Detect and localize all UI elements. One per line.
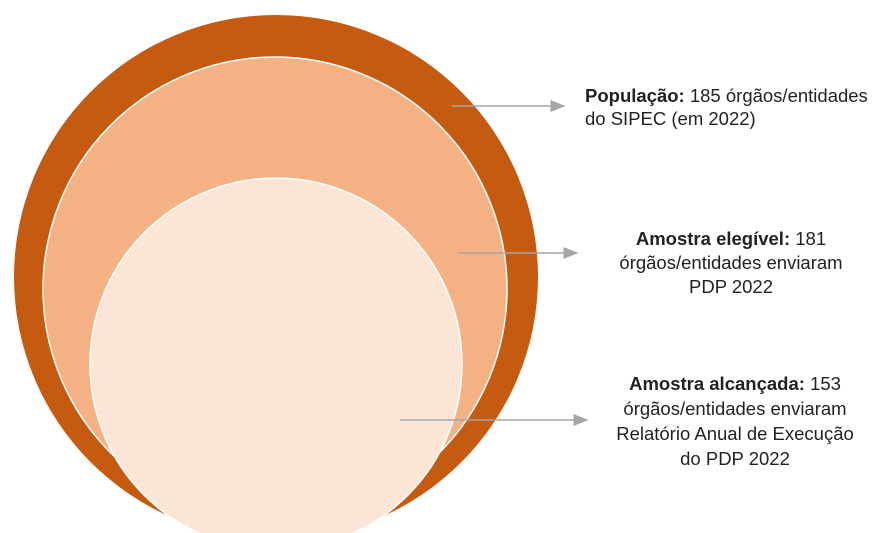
label-title: Amostra alcançada: <box>629 373 805 394</box>
label-line: órgãos/entidades enviaram <box>623 398 846 419</box>
label-text: órgãos/entidades enviaram <box>619 252 842 273</box>
label-title: Amostra elegível: <box>636 228 790 249</box>
label-text: do PDP 2022 <box>680 448 790 469</box>
label-line: Amostra alcançada: 153 <box>629 373 841 394</box>
label-line: Amostra elegível: 181 <box>636 228 826 249</box>
label-text: órgãos/entidades enviaram <box>623 398 846 419</box>
label-text: PDP 2022 <box>689 276 773 297</box>
label-text: 185 órgãos/entidades <box>690 85 868 106</box>
reached-circle <box>89 177 463 533</box>
label-line: Relatório Anual de Execução <box>616 423 854 444</box>
label-line: do PDP 2022 <box>680 448 790 469</box>
label-line: órgãos/entidades enviaram <box>619 252 842 273</box>
label-text: 153 <box>810 373 841 394</box>
label-text: Relatório Anual de Execução <box>616 423 854 444</box>
label-line: População: 185 órgãos/entidades <box>585 85 868 106</box>
label-line: do SIPEC (em 2022) <box>585 108 756 129</box>
label-line: PDP 2022 <box>689 276 773 297</box>
label-text: 181 <box>795 228 826 249</box>
label-title: População: <box>585 85 685 106</box>
label-text: do SIPEC (em 2022) <box>585 108 756 129</box>
